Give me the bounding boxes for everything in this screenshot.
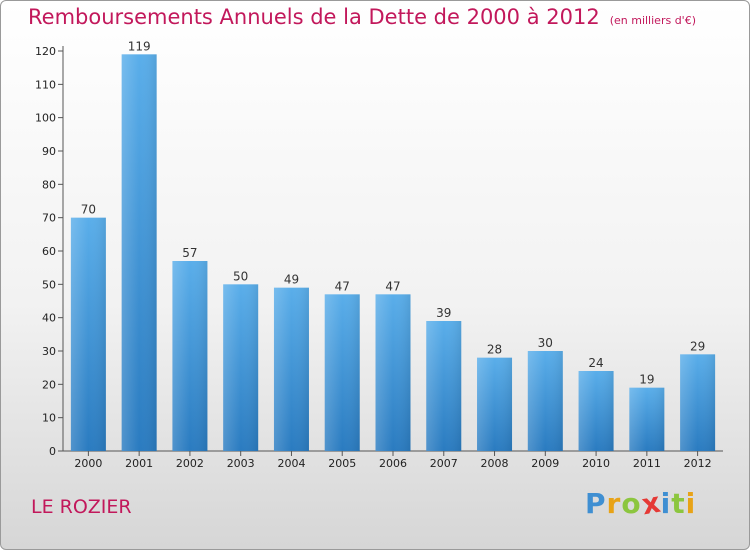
value-label-2011: 19: [639, 373, 654, 387]
x-tick-label: 2010: [582, 457, 610, 470]
logo-letter: i: [660, 487, 672, 520]
y-tick-label: 50: [42, 278, 56, 291]
y-tick-label: 100: [35, 112, 56, 125]
y-tick-label: 10: [42, 412, 56, 425]
y-tick-label: 90: [42, 145, 56, 158]
x-tick-label: 2005: [328, 457, 356, 470]
bar-shade-2007: [426, 321, 462, 451]
value-label-2006: 47: [385, 279, 400, 293]
value-label-2008: 28: [487, 343, 502, 357]
value-labels: 70 119 57 50 49 47 47 39 28 30 24 19 29: [81, 39, 706, 386]
y-tick-label: 60: [42, 245, 56, 258]
title-block: Remboursements Annuels de la Dette de 20…: [28, 5, 696, 29]
y-tick-label: 40: [42, 312, 56, 325]
x-tick-label: 2000: [74, 457, 102, 470]
x-tick-label: 2001: [125, 457, 153, 470]
x-tick-label: 2007: [430, 457, 458, 470]
bar-shade-2009: [527, 351, 563, 451]
value-label-2000: 70: [81, 203, 96, 217]
x-tick-label: 2006: [379, 457, 407, 470]
logo-letter: o: [621, 487, 642, 520]
value-label-2012: 29: [690, 339, 705, 353]
bar-shade-2001: [121, 54, 157, 451]
value-label-2002: 57: [182, 246, 197, 260]
logo-letter: r: [606, 487, 622, 520]
value-label-2001: 119: [128, 39, 151, 53]
y-tick-label: 110: [35, 78, 56, 91]
x-tick-label: 2008: [481, 457, 509, 470]
logo-letter: i: [685, 487, 697, 520]
proxiti-logo: Proxiti: [585, 486, 697, 522]
bar-shade-2012: [680, 354, 716, 451]
value-label-2007: 39: [436, 306, 451, 320]
value-label-2009: 30: [538, 336, 553, 350]
value-label-2003: 50: [233, 269, 248, 283]
x-tick-label: 2002: [176, 457, 204, 470]
y-tick-label: 30: [42, 345, 56, 358]
y-tick-label: 20: [42, 378, 56, 391]
value-label-2004: 49: [284, 273, 299, 287]
y-tick-label: 120: [35, 45, 56, 58]
y-tick-label: 0: [49, 445, 56, 458]
axes: 0 10 20 30 40 50 60 70 80 90 100 110 120 2000 2001 2002…: [35, 45, 723, 470]
bar-shade-2003: [223, 284, 259, 451]
value-label-2005: 47: [335, 279, 350, 293]
y-tick-label: 70: [42, 212, 56, 225]
y-tick-label: 80: [42, 178, 56, 191]
x-tick-label: 2011: [633, 457, 661, 470]
x-tick-label: 2009: [531, 457, 559, 470]
value-label-2010: 24: [588, 356, 603, 370]
x-tick-label: 2003: [227, 457, 255, 470]
logo-letter: t: [671, 487, 686, 520]
bar-shade-2006: [375, 294, 411, 451]
logo-letter: P: [585, 487, 607, 520]
bar-shade-2005: [324, 294, 360, 451]
x-tick-label: 2012: [684, 457, 712, 470]
bar-shade-2000: [70, 217, 106, 451]
x-tick-label: 2004: [277, 457, 305, 470]
bar-shade-2004: [273, 287, 309, 451]
commune-name: LE ROZIER: [31, 496, 132, 518]
bar-shade-2008: [477, 357, 513, 451]
chart-subtitle: (en milliers d'€): [609, 14, 696, 27]
chart-title: Remboursements Annuels de la Dette de 20…: [28, 5, 600, 29]
bar-shade-2002: [172, 261, 208, 451]
bar-shade-2011: [629, 387, 665, 451]
bar-shade-2010: [578, 371, 614, 451]
bars: [70, 54, 716, 451]
